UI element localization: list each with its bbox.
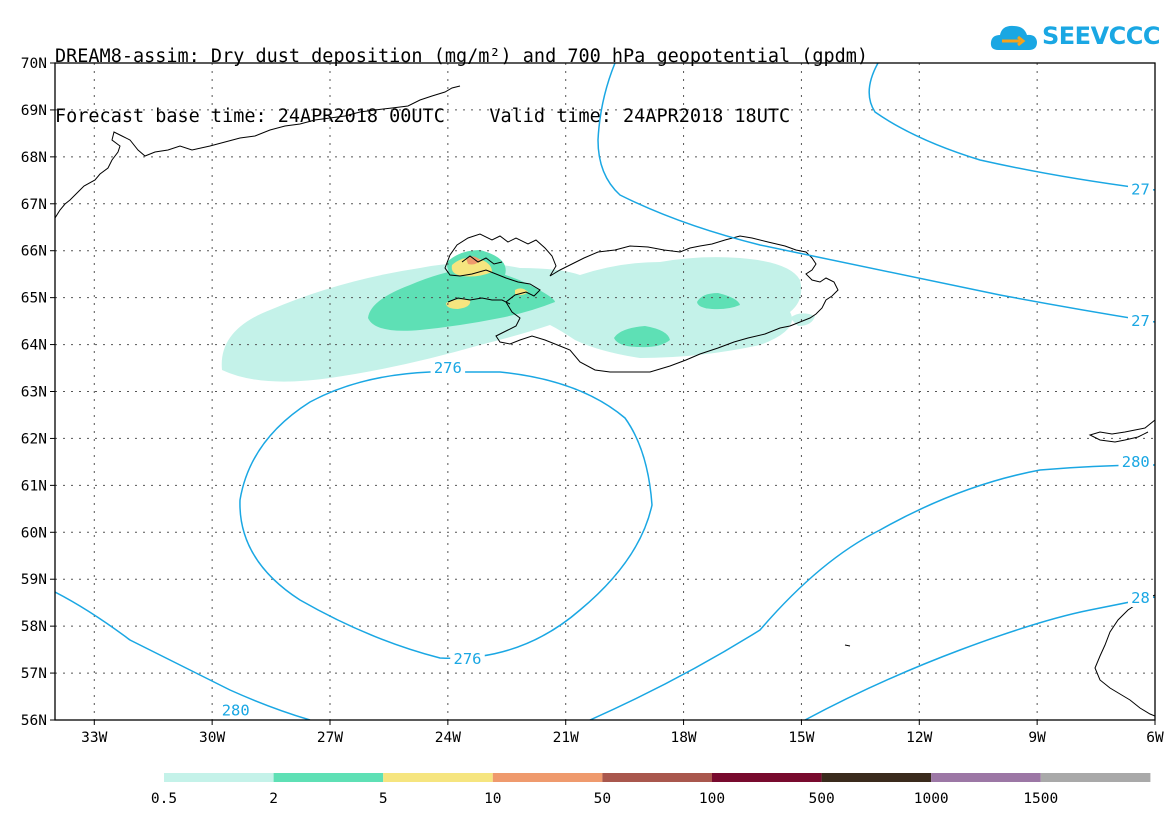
lat-tick-label: 57N bbox=[21, 666, 47, 682]
lat-tick-label: 56N bbox=[21, 713, 47, 729]
dust-area-low-2 bbox=[790, 313, 815, 326]
lat-tick-label: 60N bbox=[21, 525, 47, 541]
legend-label: 10 bbox=[484, 791, 501, 807]
scotland-coastline bbox=[1094, 594, 1155, 717]
contour-272-north bbox=[597, 63, 1155, 323]
lat-tick-label: 63N bbox=[21, 385, 47, 401]
lat-tick-label: 68N bbox=[21, 150, 47, 166]
iceland-peninsula bbox=[447, 297, 511, 305]
contour-label: 27 bbox=[1131, 181, 1150, 199]
dust-area-mid-2 bbox=[614, 326, 670, 348]
contour-label: 280 bbox=[1122, 453, 1150, 471]
lon-tick-label: 27W bbox=[317, 730, 343, 746]
latitude-labels: 56N 57N 58N 59N 60N 61N 62N 63N 64N 65N 66N 67N 68N 6… bbox=[21, 56, 55, 729]
lon-tick-label: 6W bbox=[1146, 730, 1164, 746]
lat-tick-label: 66N bbox=[21, 244, 47, 260]
contour-label-bg bbox=[450, 649, 485, 668]
contour-label-bg bbox=[1128, 588, 1153, 607]
dust-area-high-3 bbox=[515, 288, 528, 296]
legend-swatch bbox=[931, 773, 1041, 782]
logo-text: SEEVCCC bbox=[1042, 22, 1161, 50]
map-title: DREAM8-assim: Dry dust deposition (mg/m²… bbox=[55, 7, 868, 147]
iceland-westfjord-detail bbox=[461, 255, 503, 265]
contour-label-bg bbox=[218, 701, 253, 720]
legend-label: 50 bbox=[594, 791, 611, 807]
contour-label-bg bbox=[430, 359, 466, 378]
legend-swatch bbox=[821, 773, 932, 782]
coastlines bbox=[55, 85, 1155, 717]
lon-tick-label: 24W bbox=[435, 730, 461, 746]
legend-swatch bbox=[164, 773, 274, 782]
color-legend: 0.5 2 5 10 50 100 500 1000 1500 bbox=[151, 773, 1151, 807]
dust-area-low bbox=[221, 257, 802, 382]
title-line-1: DREAM8-assim: Dry dust deposition (mg/m²… bbox=[55, 46, 869, 67]
contour-276 bbox=[239, 371, 653, 660]
legend-label: 2 bbox=[269, 791, 278, 807]
lat-tick-label: 69N bbox=[21, 103, 47, 119]
lat-tick-label: 62N bbox=[21, 431, 47, 447]
contour-labels: 276 276 280 280 27 27 28 bbox=[218, 180, 1153, 720]
dust-shading bbox=[221, 250, 815, 382]
lon-tick-label: 18W bbox=[670, 730, 696, 746]
lat-tick-label: 61N bbox=[21, 478, 47, 494]
legend-label: 1000 bbox=[914, 791, 949, 807]
contour-label: 280 bbox=[222, 702, 250, 720]
dust-area-high-2 bbox=[446, 299, 471, 309]
dust-area-vhigh bbox=[466, 256, 480, 265]
lon-tick-label: 30W bbox=[199, 730, 225, 746]
legend-label: 0.5 bbox=[151, 791, 177, 807]
dust-area-mid-3 bbox=[697, 293, 740, 310]
island-detail bbox=[844, 644, 851, 647]
contour-label-bg bbox=[1118, 452, 1153, 471]
longitude-labels: 33W 30W 27W 24W 21W 18W 15W 12W 9W 6W bbox=[81, 720, 1164, 746]
greenland-coastline bbox=[55, 85, 461, 219]
lat-tick-label: 67N bbox=[21, 197, 47, 213]
dust-area-mid bbox=[368, 268, 555, 331]
legend-swatch bbox=[273, 773, 384, 782]
lat-tick-label: 65N bbox=[21, 291, 47, 307]
legend-swatch bbox=[383, 773, 493, 782]
iceland-coastline bbox=[444, 233, 839, 373]
legend-label: 500 bbox=[808, 791, 834, 807]
title-line-2: Forecast base time: 24APR2018 00UTC Vali… bbox=[55, 106, 791, 127]
contour-280-southwest bbox=[55, 591, 311, 720]
lat-tick-label: 59N bbox=[21, 572, 47, 588]
lat-tick-label: 58N bbox=[21, 619, 47, 635]
contour-label-bg bbox=[1128, 312, 1153, 331]
lon-tick-label: 33W bbox=[81, 730, 107, 746]
lat-tick-label: 70N bbox=[21, 56, 47, 72]
geopotential-contours bbox=[55, 63, 1155, 720]
lon-tick-label: 12W bbox=[906, 730, 932, 746]
legend-label: 100 bbox=[699, 791, 725, 807]
graticule bbox=[55, 63, 1155, 720]
lat-tick-label: 64N bbox=[21, 338, 47, 354]
legend-swatch bbox=[712, 773, 822, 782]
legend-swatch bbox=[492, 773, 603, 782]
lon-tick-label: 21W bbox=[553, 730, 579, 746]
contour-label: 28 bbox=[1131, 589, 1150, 607]
cloud-logo-icon bbox=[990, 25, 1037, 50]
norway-coastline bbox=[1088, 419, 1155, 443]
legend-swatch bbox=[1040, 773, 1151, 782]
dust-area-high bbox=[451, 257, 492, 277]
legend-swatch bbox=[602, 773, 712, 782]
contour-label: 276 bbox=[454, 650, 482, 668]
contour-label: 27 bbox=[1131, 312, 1150, 330]
lon-tick-label: 9W bbox=[1028, 730, 1046, 746]
contour-label-bg bbox=[1128, 180, 1153, 199]
lon-tick-label: 15W bbox=[788, 730, 814, 746]
legend-label: 1500 bbox=[1023, 791, 1058, 807]
contour-272-northeast bbox=[868, 63, 1155, 191]
legend-label: 5 bbox=[379, 791, 388, 807]
contour-label: 276 bbox=[434, 359, 462, 377]
contour-284-southeast bbox=[804, 596, 1155, 720]
contour-280-southeast bbox=[589, 464, 1155, 720]
